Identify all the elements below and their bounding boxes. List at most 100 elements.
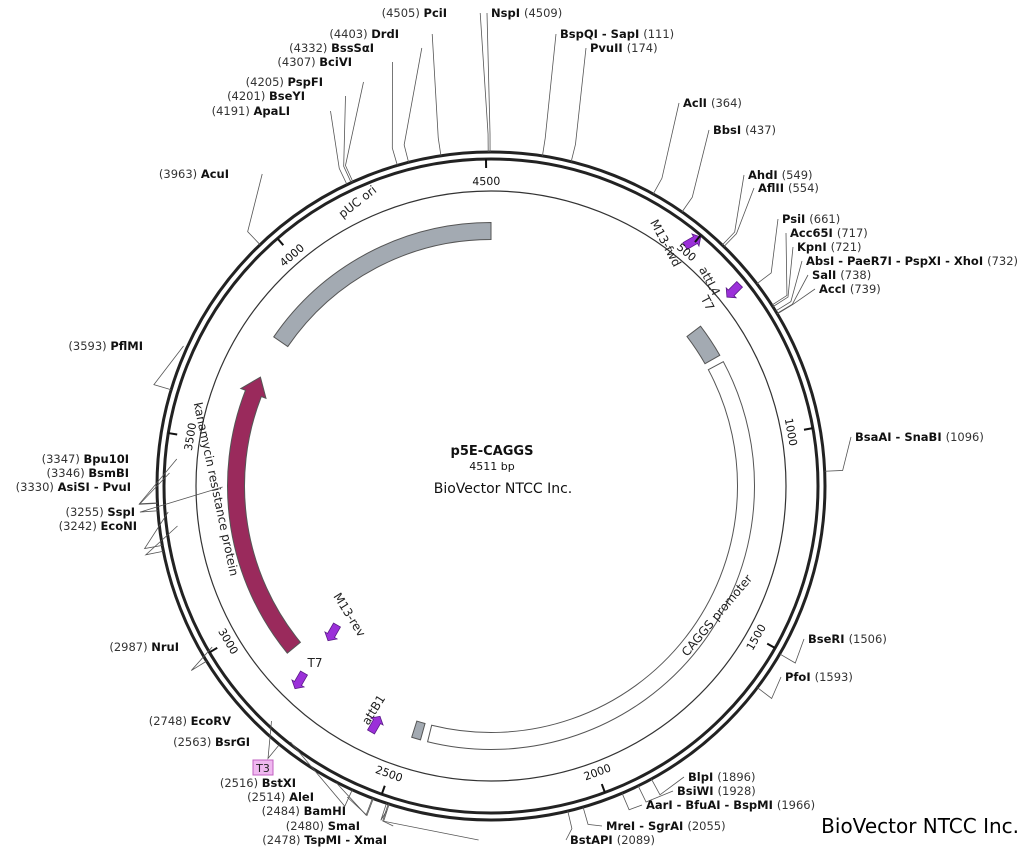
site-position: (174) <box>627 41 658 55</box>
site-position: (1096) <box>946 430 984 444</box>
site-leader-bseyi <box>343 95 352 183</box>
primer-t7-3 <box>291 670 309 690</box>
site-position: (3963) <box>159 167 201 181</box>
site-name: BsiWI <box>677 784 718 798</box>
feature-attb1 <box>411 720 426 741</box>
site-leader-sali <box>776 274 809 314</box>
site-pcii: (4505) PciI <box>382 6 447 20</box>
site-leader-bstxi <box>336 782 373 816</box>
site-leader-drdi <box>431 33 442 156</box>
site-drdi: (4403) DrdI <box>329 27 399 41</box>
site-leader-bsmbi <box>138 472 170 505</box>
site-name: AcuI <box>201 167 229 181</box>
ring-tick-3000 <box>208 646 218 654</box>
site-name: NruI <box>151 640 179 654</box>
backbone-inner-ring <box>162 157 820 815</box>
site-position: (2563) <box>173 735 215 749</box>
site-leader-bsrgi <box>290 741 353 807</box>
primer-attb1-4 <box>366 715 384 735</box>
site-name: SalI <box>812 268 840 282</box>
ring-tick-label-3500: 3500 <box>182 422 199 452</box>
site-leader-apali <box>330 110 348 185</box>
site-asisi-pvui: (3330) AsiSI - PvuI <box>16 480 131 494</box>
site-aflii: AflII (554) <box>758 181 819 195</box>
site-pfoi: PfoI (1593) <box>785 670 853 684</box>
site-name: SmaI <box>328 819 360 833</box>
site-leader-asisi-pvui <box>139 486 223 513</box>
site-absi-paer7i-pspxi-xhoi: AbsI - PaeR7I - PspXI - XhoI (732) <box>806 254 1018 268</box>
brand-watermark: BioVector NTCC Inc. <box>821 814 1019 838</box>
site-leader-pvuii <box>570 47 587 162</box>
site-position: (2089) <box>617 833 655 847</box>
site-name: ApaLI <box>254 104 291 118</box>
site-name: PsiI <box>782 212 809 226</box>
site-bstxi: (2516) BstXI <box>220 776 296 790</box>
site-position: (738) <box>840 268 871 282</box>
site-blpi: BlpI (1896) <box>688 770 755 784</box>
site-leader-acci <box>777 288 816 315</box>
site-leader-ahdi <box>721 174 745 246</box>
site-position: (3346) <box>46 466 88 480</box>
site-name: AflII <box>758 181 788 195</box>
ring-tick-500 <box>694 234 702 243</box>
ring-tick-2500 <box>380 785 386 795</box>
site-position: (1966) <box>777 798 815 812</box>
site-mrei-sgrai: MreI - SgrAI (2055) <box>606 819 726 833</box>
site-name: PfoI <box>785 670 815 684</box>
site-position: (2987) <box>109 640 151 654</box>
site-name: BlpI <box>688 770 717 784</box>
site-bsaai-snabi: BsaAI - SnaBI (1096) <box>855 430 984 444</box>
site-position: (732) <box>987 254 1018 268</box>
site-position: (2478) <box>262 833 304 847</box>
site-nspi: NspI (4509) <box>491 6 562 20</box>
site-sspi: (3255) SspI <box>65 505 135 519</box>
site-name: EcoNI <box>101 519 137 533</box>
site-alei: (2514) AleI <box>247 790 314 804</box>
site-leader-bbsi <box>681 129 710 213</box>
ring-tick-1000 <box>803 427 814 431</box>
site-pvuii: PvuII (174) <box>590 41 658 55</box>
site-leader-bspqi-sapi <box>542 33 557 157</box>
site-leader-acc65i <box>771 232 788 306</box>
ring-tick-label-4000: 4000 <box>277 241 307 269</box>
site-bpu10i: (3347) Bpu10I <box>42 452 129 466</box>
feature-kanamycin-resistance-protein <box>227 376 302 654</box>
site-bseyi: (4201) BseYI <box>227 89 305 103</box>
site-position: (3255) <box>65 505 107 519</box>
site-name: Acc65I <box>790 226 837 240</box>
plasmid-length: 4511 bp <box>469 460 514 473</box>
site-position: (2055) <box>687 819 725 833</box>
feature-caggs-promoter <box>426 361 755 750</box>
site-acci: AccI (739) <box>819 282 881 296</box>
site-name: BstAPI <box>570 833 617 847</box>
site-position: (4505) <box>382 6 424 20</box>
site-name: BssSαI <box>331 41 374 55</box>
site-position: (717) <box>837 226 868 240</box>
site-position: (4191) <box>212 104 254 118</box>
site-leader-bsss-i <box>403 47 423 163</box>
site-leader-smai <box>382 803 394 827</box>
site-name: AarI - BfuAI - BspMI <box>646 798 777 812</box>
site-leader-absi-paer7i-pspxi-xhoi <box>775 260 803 312</box>
site-name: AleI <box>289 790 314 804</box>
site-position: (3242) <box>59 519 101 533</box>
site-smai: (2480) SmaI <box>286 819 360 833</box>
site-bstapi: BstAPI (2089) <box>570 833 655 847</box>
site-name: BciVI <box>319 55 352 69</box>
site-name: TspMI - XmaI <box>304 833 387 847</box>
site-position: (2484) <box>262 804 304 818</box>
primer-label-3: T7 <box>307 656 323 670</box>
site-econi: (3242) EcoNI <box>59 519 137 533</box>
site-pspfi: (4205) PspFI <box>246 75 323 89</box>
site-position: (4201) <box>227 89 269 103</box>
site-name: AbsI - PaeR7I - PspXI - XhoI <box>806 254 987 268</box>
site-kpni: KpnI (721) <box>797 240 862 254</box>
ring-tick-4000 <box>276 237 285 246</box>
site-bspqi-sapi: BspQI - SapI (111) <box>560 27 674 41</box>
site-name: BamHI <box>304 804 346 818</box>
site-leader-sspi <box>143 511 169 550</box>
site-leader-nspi <box>486 12 491 153</box>
site-position: (549) <box>782 168 813 182</box>
site-name: AccI <box>819 282 850 296</box>
site-leader-acli <box>652 102 680 195</box>
